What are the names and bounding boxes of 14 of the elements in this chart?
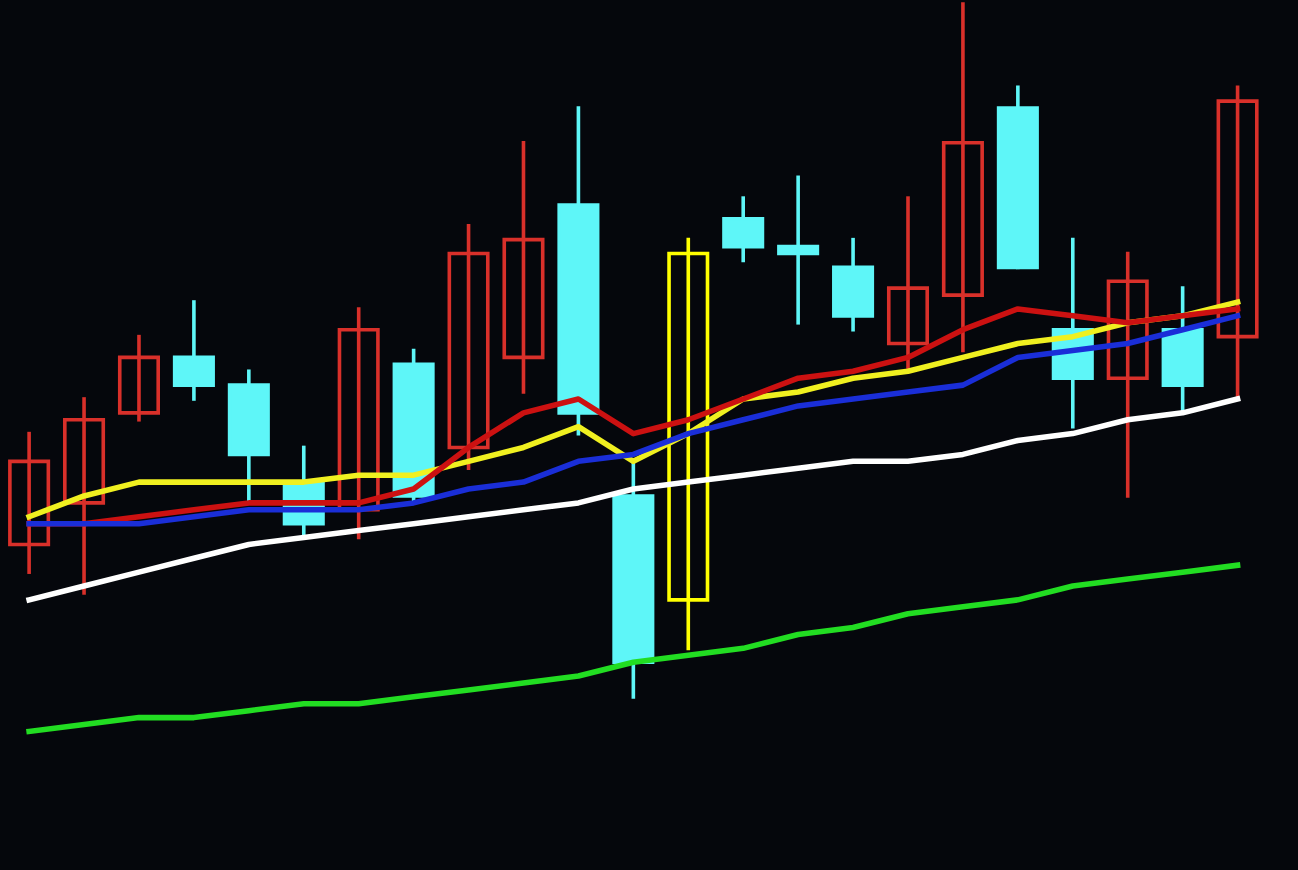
candlestick — [63, 397, 106, 595]
candlestick — [777, 175, 820, 325]
candlestick — [722, 196, 765, 263]
candlestick — [8, 431, 51, 574]
candlestick — [117, 334, 161, 422]
candlestick — [447, 224, 490, 471]
candlestick — [667, 237, 710, 651]
candlestick — [502, 140, 545, 394]
candlestick — [1216, 85, 1259, 401]
candlestick — [172, 300, 215, 401]
candlestick — [941, 2, 984, 353]
candlestick — [886, 196, 930, 374]
candlestick — [1106, 251, 1149, 498]
candlestick — [337, 307, 380, 540]
